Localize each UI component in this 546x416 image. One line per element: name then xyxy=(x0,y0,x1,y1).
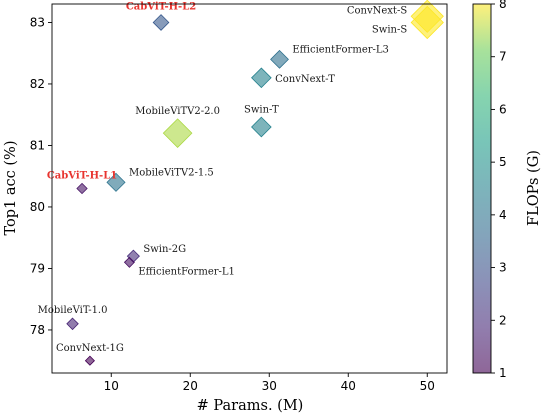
colorbar-frame xyxy=(472,3,492,374)
data-point-label: Swin-T xyxy=(244,104,279,115)
colorbar-tick-label: 6 xyxy=(499,102,507,116)
y-tick-label: 78 xyxy=(30,323,45,337)
colorbar: 1 2 3 4 5 6 7 8 FLOPs (G) xyxy=(472,0,542,380)
y-tick-label: 80 xyxy=(30,200,45,214)
colorbar-tick-label: 8 xyxy=(499,0,507,11)
data-point-label: ConvNext-S xyxy=(347,5,407,16)
x-tick-label: 10 xyxy=(104,379,119,393)
data-point-marker xyxy=(410,5,444,40)
data-point-marker xyxy=(66,317,79,331)
data-point-label: ConvNext-1G xyxy=(56,343,124,354)
colorbar-title: FLOPs (G) xyxy=(526,150,542,226)
data-point-marker xyxy=(251,67,272,89)
colorbar-gradient xyxy=(473,4,491,373)
plot-background xyxy=(52,4,447,373)
y-tick-label: 83 xyxy=(30,15,45,29)
data-point-marker xyxy=(152,14,170,31)
point-layer xyxy=(66,0,444,366)
colorbar-ticks: 1 2 3 4 5 6 7 8 xyxy=(491,0,507,380)
x-tick-label: 20 xyxy=(183,379,198,393)
data-point-marker xyxy=(76,182,88,195)
x-axis-title: # Params. (M) xyxy=(197,398,304,414)
data-point-marker xyxy=(84,355,95,366)
colorbar-tick-label: 4 xyxy=(499,208,507,222)
y-tick-label: 82 xyxy=(30,77,45,91)
colorbar-tick-label: 2 xyxy=(499,313,507,327)
data-point-marker xyxy=(162,118,193,148)
data-point-marker xyxy=(106,172,126,192)
data-point-label: ConvNext-T xyxy=(275,74,335,85)
colorbar-tick-label: 1 xyxy=(499,366,507,380)
data-point-marker xyxy=(270,49,289,69)
colorbar-tick-label: 7 xyxy=(499,50,507,64)
x-tick-label: 40 xyxy=(341,379,356,393)
x-tick-label: 30 xyxy=(262,379,277,393)
data-point-label: MobileViT-1.0 xyxy=(38,305,108,316)
data-point-marker xyxy=(251,116,272,138)
data-point-label: MobileViTV2-1.5 xyxy=(129,167,214,178)
data-point-label: CabViT-H-L1 xyxy=(47,170,117,181)
y-axis-title: Top1 acc (%) xyxy=(3,141,19,236)
data-point-label: CabViT-H-L2 xyxy=(126,2,196,13)
data-point-label: Swin-2G xyxy=(143,244,186,255)
colorbar-tick-label: 3 xyxy=(499,261,507,275)
y-axis: 78 79 80 81 82 83 xyxy=(30,15,52,337)
y-tick-label: 81 xyxy=(30,138,45,152)
data-point-marker xyxy=(123,256,135,268)
data-point-label: Swin-S xyxy=(372,24,407,35)
colorbar-tick-label: 5 xyxy=(499,155,507,169)
y-tick-label: 79 xyxy=(30,261,45,275)
point-label-layer: CabViT-H-L2 ConvNext-S Swin-S EfficientForm… xyxy=(38,2,408,355)
data-point-label: EfficientFormer-L3 xyxy=(292,45,389,56)
x-axis: 10 20 30 40 50 xyxy=(104,373,435,393)
x-tick-label: 50 xyxy=(420,379,435,393)
data-point-label: EfficientFormer-L1 xyxy=(138,266,235,277)
data-point-label: MobileViTV2-2.0 xyxy=(135,106,220,117)
plot-frame xyxy=(51,3,448,374)
